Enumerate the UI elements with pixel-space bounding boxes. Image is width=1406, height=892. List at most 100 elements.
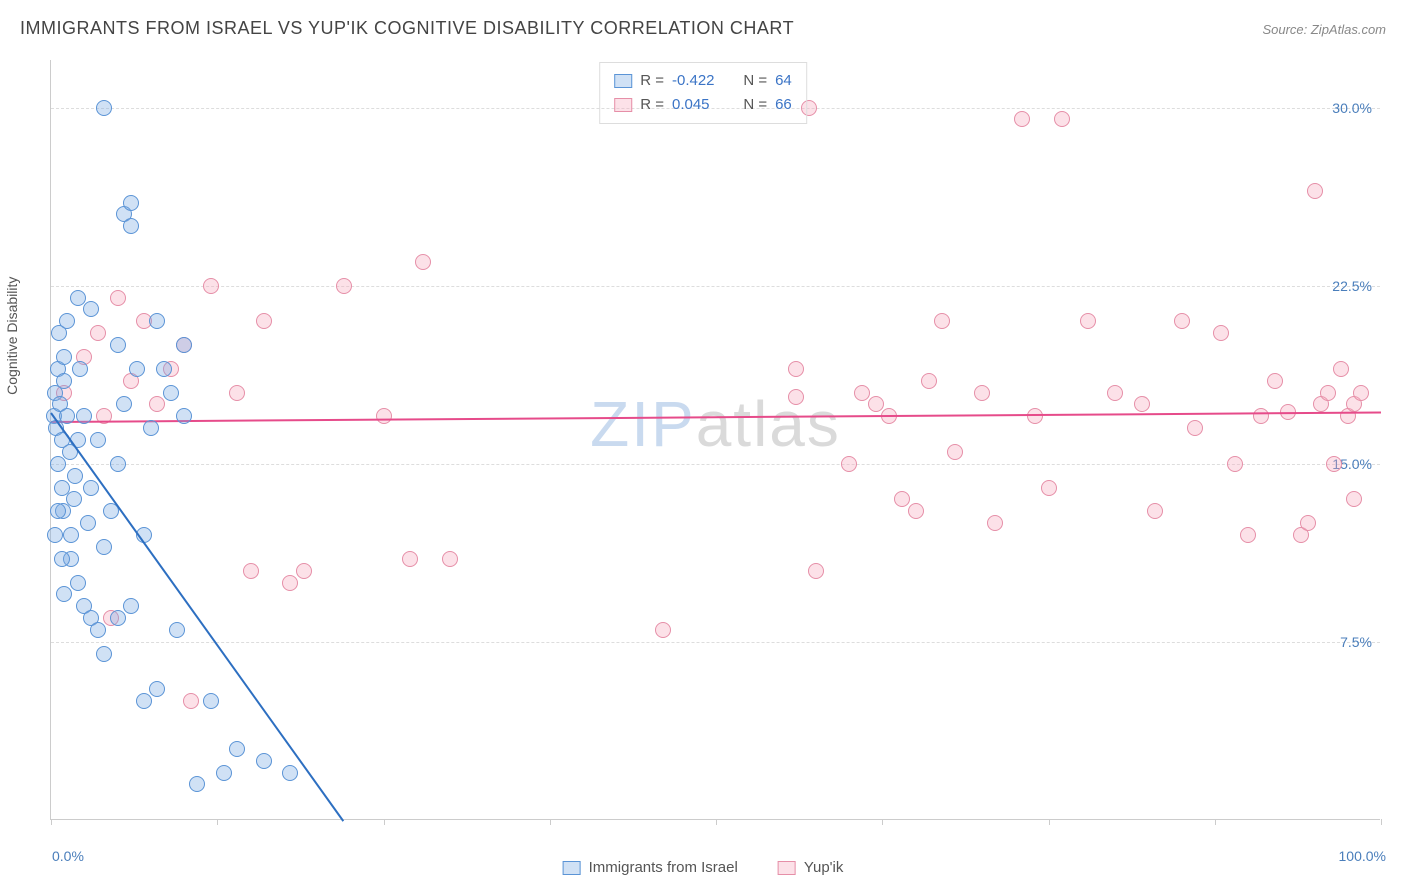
data-point-yupik [1014, 111, 1030, 127]
data-point-yupik [1174, 313, 1190, 329]
data-point-israel [56, 586, 72, 602]
plot-area: ZIPatlas 7.5%15.0%22.5%30.0% [50, 60, 1380, 820]
data-point-yupik [788, 389, 804, 405]
data-point-israel [123, 195, 139, 211]
y-tick-label: 7.5% [1340, 634, 1372, 650]
data-point-yupik [415, 254, 431, 270]
data-point-israel [149, 681, 165, 697]
data-point-israel [67, 468, 83, 484]
data-point-israel [50, 503, 66, 519]
data-point-yupik [442, 551, 458, 567]
data-point-yupik [894, 491, 910, 507]
data-point-yupik [203, 278, 219, 294]
data-point-israel [176, 408, 192, 424]
y-tick-label: 30.0% [1332, 100, 1372, 116]
gridline [51, 286, 1380, 287]
data-point-yupik [841, 456, 857, 472]
data-point-israel [143, 420, 159, 436]
watermark-zip: ZIP [590, 388, 696, 460]
data-point-israel [83, 301, 99, 317]
legend-r-label: R = [640, 69, 664, 93]
data-point-yupik [1307, 183, 1323, 199]
data-point-yupik [808, 563, 824, 579]
data-point-israel [229, 741, 245, 757]
x-tick [1215, 819, 1216, 825]
data-point-israel [90, 432, 106, 448]
data-point-yupik [1353, 385, 1369, 401]
data-point-israel [96, 100, 112, 116]
data-point-yupik [1054, 111, 1070, 127]
data-point-yupik [1253, 408, 1269, 424]
data-point-yupik [243, 563, 259, 579]
data-point-israel [96, 539, 112, 555]
data-point-yupik [934, 313, 950, 329]
data-point-israel [169, 622, 185, 638]
legend-r-value: -0.422 [672, 69, 727, 93]
data-point-israel [216, 765, 232, 781]
legend-label-israel: Immigrants from Israel [589, 859, 738, 876]
legend-swatch [614, 98, 632, 112]
data-point-yupik [1227, 456, 1243, 472]
y-tick-label: 22.5% [1332, 278, 1372, 294]
legend-n-value: 66 [775, 93, 792, 117]
data-point-israel [163, 385, 179, 401]
data-point-israel [116, 396, 132, 412]
data-point-yupik [1134, 396, 1150, 412]
gridline [51, 464, 1380, 465]
x-tick-max: 100.0% [1339, 848, 1386, 864]
legend-n-label: N = [735, 69, 767, 93]
data-point-yupik [1333, 361, 1349, 377]
data-point-yupik [1147, 503, 1163, 519]
x-tick [51, 819, 52, 825]
title-bar: IMMIGRANTS FROM ISRAEL VS YUP'IK COGNITI… [20, 18, 1386, 39]
legend-row: R =0.045 N =66 [614, 93, 792, 117]
data-point-israel [256, 753, 272, 769]
data-point-israel [66, 491, 82, 507]
data-point-israel [47, 527, 63, 543]
data-point-yupik [1187, 420, 1203, 436]
data-point-israel [123, 598, 139, 614]
data-point-israel [54, 551, 70, 567]
legend-n-value: 64 [775, 69, 792, 93]
data-point-yupik [229, 385, 245, 401]
data-point-israel [72, 361, 88, 377]
data-point-israel [63, 527, 79, 543]
x-tick [1049, 819, 1050, 825]
watermark-rest: atlas [696, 388, 841, 460]
data-point-israel [189, 776, 205, 792]
legend-r-value: 0.045 [672, 93, 727, 117]
data-point-yupik [402, 551, 418, 567]
data-point-israel [80, 515, 96, 531]
data-point-yupik [1107, 385, 1123, 401]
data-point-yupik [183, 693, 199, 709]
data-point-yupik [1240, 527, 1256, 543]
x-tick [716, 819, 717, 825]
data-point-israel [176, 337, 192, 353]
data-point-yupik [110, 290, 126, 306]
legend-n-label: N = [735, 93, 767, 117]
legend-item-israel: Immigrants from Israel [563, 859, 738, 876]
data-point-yupik [1027, 408, 1043, 424]
gridline [51, 642, 1380, 643]
data-point-israel [149, 313, 165, 329]
data-point-israel [136, 693, 152, 709]
x-tick-min: 0.0% [52, 848, 84, 864]
data-point-israel [76, 408, 92, 424]
source-label: Source: ZipAtlas.com [1262, 22, 1386, 37]
data-point-israel [96, 646, 112, 662]
legend-item-yupik: Yup'ik [778, 859, 844, 876]
x-tick [384, 819, 385, 825]
data-point-yupik [376, 408, 392, 424]
data-point-yupik [149, 396, 165, 412]
data-point-israel [59, 313, 75, 329]
data-point-yupik [655, 622, 671, 638]
data-point-israel [90, 622, 106, 638]
data-point-israel [129, 361, 145, 377]
data-point-israel [83, 480, 99, 496]
data-point-yupik [1213, 325, 1229, 341]
data-point-yupik [974, 385, 990, 401]
legend-label-yupik: Yup'ik [804, 859, 844, 876]
data-point-yupik [788, 361, 804, 377]
legend-swatch-israel [563, 861, 581, 875]
data-point-israel [70, 575, 86, 591]
